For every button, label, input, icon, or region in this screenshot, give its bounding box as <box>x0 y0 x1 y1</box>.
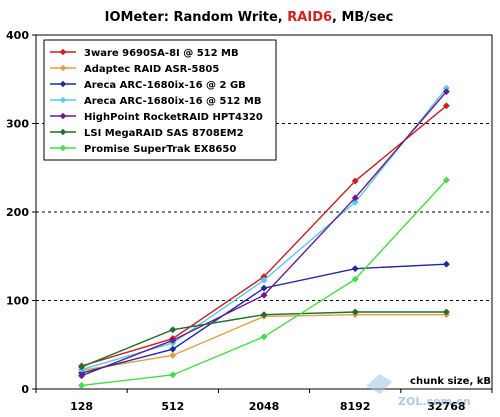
series-lines <box>78 84 450 390</box>
legend-marker-1 <box>59 48 67 56</box>
watermark-logo-icon <box>366 374 392 394</box>
legend-item-1: 3ware 9690SA-8I @ 512 MB <box>50 48 239 59</box>
data-point-6-512 <box>169 326 177 334</box>
series-7 <box>78 176 450 390</box>
data-point-3-8192 <box>351 265 359 273</box>
x-tick-label-32768: 32768 <box>427 400 465 413</box>
data-point-7-2048 <box>260 333 268 341</box>
data-point-5-2048 <box>260 291 268 299</box>
data-point-7-8192 <box>351 275 359 283</box>
legend-label-6: LSI MegaRAID SAS 8708EM2 <box>84 128 244 139</box>
data-point-7-512 <box>169 371 177 379</box>
y-tick-label-100: 100 <box>6 295 29 308</box>
legend-item-2: Adaptec RAID ASR-5805 <box>50 64 219 75</box>
legend-marker-5 <box>59 112 67 120</box>
x-axis-label: chunk size, kB <box>410 376 491 387</box>
data-point-7-128 <box>78 381 86 390</box>
data-point-2-512 <box>169 351 177 359</box>
legend-label-3: Areca ARC-1680ix-16 @ 2 GB <box>84 80 246 91</box>
data-point-3-2048 <box>260 284 268 292</box>
legend-label-2: Adaptec RAID ASR-5805 <box>84 64 219 75</box>
legend-item-5: HighPoint RocketRAID HPT4320 <box>50 112 263 123</box>
watermark-text: ZOL.com.cn <box>398 395 471 408</box>
y-tick-label-200: 200 <box>6 206 29 219</box>
watermark: ZOL.com.cn <box>366 374 471 408</box>
title-highlight: RAID6 <box>287 10 332 25</box>
legend-item-6: LSI MegaRAID SAS 8708EM2 <box>50 128 244 139</box>
y-axis-ticks: 0 100 200 300 400 <box>6 29 36 396</box>
data-point-7-32768 <box>442 176 450 184</box>
data-point-5-32768 <box>442 88 450 96</box>
legend-marker-7 <box>59 144 67 152</box>
legend-item-3: Areca ARC-1680ix-16 @ 2 GB <box>50 80 246 91</box>
legend-marker-3 <box>59 80 67 88</box>
data-point-6-128 <box>78 363 86 371</box>
legend-marker-2 <box>59 64 67 72</box>
data-point-1-32768 <box>442 102 450 110</box>
data-point-3-32768 <box>442 260 450 268</box>
x-axis-ticks: 128 512 2048 8192 32768 <box>35 389 493 413</box>
data-point-6-8192 <box>351 308 359 316</box>
data-point-4-8192 <box>351 198 359 206</box>
x-tick-label-2048: 2048 <box>249 400 280 413</box>
data-point-3-512 <box>169 345 177 353</box>
legend-marker-6 <box>59 128 67 136</box>
legend-label-5: HighPoint RocketRAID HPT4320 <box>84 112 263 123</box>
y-tick-label-400: 400 <box>6 29 29 42</box>
data-point-1-8192 <box>351 177 359 185</box>
legend-box <box>43 39 277 161</box>
legend-marker-4 <box>59 96 67 104</box>
data-point-6-2048 <box>260 311 268 319</box>
data-point-6-32768 <box>442 308 450 316</box>
legend-item-7: Promise SuperTrak EX8650 <box>50 144 236 155</box>
legend: 3ware 9690SA-8I @ 512 MB Adaptec RAID ASR… <box>43 39 277 161</box>
data-point-4-2048 <box>260 276 268 284</box>
legend-item-4: Areca ARC-1680ix-16 @ 512 MB <box>50 96 261 107</box>
legend-label-7: Promise SuperTrak EX8650 <box>84 144 236 155</box>
legend-label-1: 3ware 9690SA-8I @ 512 MB <box>84 48 239 59</box>
title-prefix: IOMeter: Random Write, <box>105 10 288 25</box>
x-tick-label-128: 128 <box>70 400 93 413</box>
data-point-5-512 <box>169 336 177 344</box>
title-suffix: , MB/sec <box>332 10 393 25</box>
data-point-5-128 <box>78 372 86 380</box>
y-tick-label-0: 0 <box>21 383 29 396</box>
x-tick-label-512: 512 <box>161 400 184 413</box>
legend-label-4: Areca ARC-1680ix-16 @ 512 MB <box>84 96 261 107</box>
series-5 <box>78 88 450 380</box>
data-point-5-8192 <box>351 194 359 202</box>
x-tick-label-8192: 8192 <box>340 400 371 413</box>
y-tick-label-300: 300 <box>6 118 29 131</box>
chart-title: IOMeter: Random Write, RAID6, MB/sec <box>105 10 394 25</box>
series-6 <box>78 308 450 371</box>
